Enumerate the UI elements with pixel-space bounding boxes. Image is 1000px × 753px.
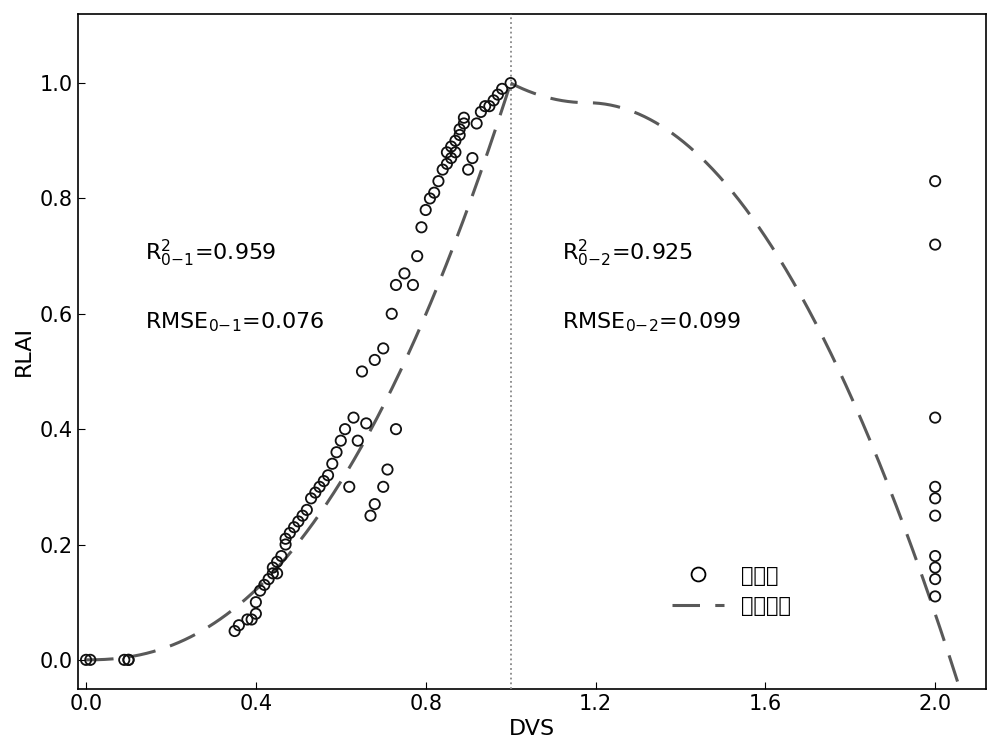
- Point: [367, 498, 383, 510]
- Point: [396, 267, 412, 279]
- Point: [443, 141, 459, 153]
- Point: [439, 146, 455, 158]
- Point: [295, 510, 311, 522]
- Point: [121, 654, 137, 666]
- Text: R$^{2}_{0\mathrm{-}1}$=0.959: R$^{2}_{0\mathrm{-}1}$=0.959: [145, 238, 276, 269]
- Point: [316, 475, 332, 487]
- Point: [82, 654, 98, 666]
- Point: [503, 77, 519, 89]
- Text: R$^{2}_{0\mathrm{-}2}$=0.925: R$^{2}_{0\mathrm{-}2}$=0.925: [562, 238, 693, 269]
- Point: [469, 117, 485, 130]
- Point: [269, 556, 285, 568]
- Point: [927, 175, 943, 187]
- Point: [927, 412, 943, 424]
- Point: [354, 365, 370, 377]
- Point: [473, 106, 489, 118]
- Point: [273, 550, 289, 562]
- Y-axis label: RLAI: RLAI: [14, 326, 34, 376]
- Point: [78, 654, 94, 666]
- Point: [413, 221, 429, 233]
- Point: [486, 94, 502, 106]
- Point: [248, 596, 264, 608]
- Point: [265, 562, 281, 574]
- Point: [494, 83, 510, 95]
- Text: RMSE$_{0\mathrm{-}1}$=0.076: RMSE$_{0\mathrm{-}1}$=0.076: [145, 311, 325, 334]
- Point: [248, 608, 264, 620]
- Point: [375, 343, 391, 355]
- Point: [303, 492, 319, 505]
- X-axis label: DVS: DVS: [509, 719, 555, 739]
- Legend: 观测值, 拟合曲线: 观测值, 拟合曲线: [664, 557, 799, 624]
- Point: [456, 117, 472, 130]
- Point: [121, 654, 137, 666]
- Point: [409, 250, 425, 262]
- Point: [290, 515, 306, 527]
- Point: [231, 619, 247, 631]
- Point: [456, 111, 472, 123]
- Point: [367, 354, 383, 366]
- Point: [286, 521, 302, 533]
- Point: [384, 308, 400, 320]
- Point: [452, 123, 468, 136]
- Point: [265, 567, 281, 579]
- Point: [282, 527, 298, 539]
- Point: [116, 654, 132, 666]
- Point: [324, 458, 340, 470]
- Point: [927, 590, 943, 602]
- Point: [278, 538, 294, 550]
- Point: [299, 504, 315, 516]
- Point: [927, 562, 943, 574]
- Point: [430, 175, 446, 187]
- Point: [460, 163, 476, 175]
- Point: [278, 532, 294, 544]
- Point: [418, 204, 434, 216]
- Point: [307, 486, 323, 498]
- Point: [350, 434, 366, 447]
- Point: [490, 89, 506, 101]
- Point: [329, 447, 345, 459]
- Point: [363, 510, 379, 522]
- Point: [439, 158, 455, 170]
- Point: [346, 412, 362, 424]
- Point: [358, 417, 374, 429]
- Point: [447, 146, 463, 158]
- Point: [379, 464, 395, 476]
- Point: [341, 481, 357, 493]
- Point: [333, 434, 349, 447]
- Point: [269, 567, 285, 579]
- Point: [927, 573, 943, 585]
- Point: [252, 584, 268, 596]
- Point: [435, 163, 451, 175]
- Point: [388, 423, 404, 435]
- Point: [337, 423, 353, 435]
- Point: [375, 481, 391, 493]
- Text: RMSE$_{0\mathrm{-}2}$=0.099: RMSE$_{0\mathrm{-}2}$=0.099: [562, 311, 741, 334]
- Point: [312, 481, 328, 493]
- Point: [464, 152, 480, 164]
- Point: [927, 550, 943, 562]
- Point: [256, 579, 272, 591]
- Point: [405, 279, 421, 291]
- Point: [927, 492, 943, 505]
- Point: [388, 279, 404, 291]
- Point: [447, 135, 463, 147]
- Point: [927, 510, 943, 522]
- Point: [422, 193, 438, 205]
- Point: [320, 469, 336, 481]
- Point: [443, 152, 459, 164]
- Point: [261, 573, 277, 585]
- Point: [927, 239, 943, 251]
- Point: [452, 129, 468, 141]
- Point: [481, 100, 497, 112]
- Point: [426, 187, 442, 199]
- Point: [477, 100, 493, 112]
- Point: [239, 614, 255, 626]
- Point: [927, 481, 943, 493]
- Point: [227, 625, 243, 637]
- Point: [244, 614, 260, 626]
